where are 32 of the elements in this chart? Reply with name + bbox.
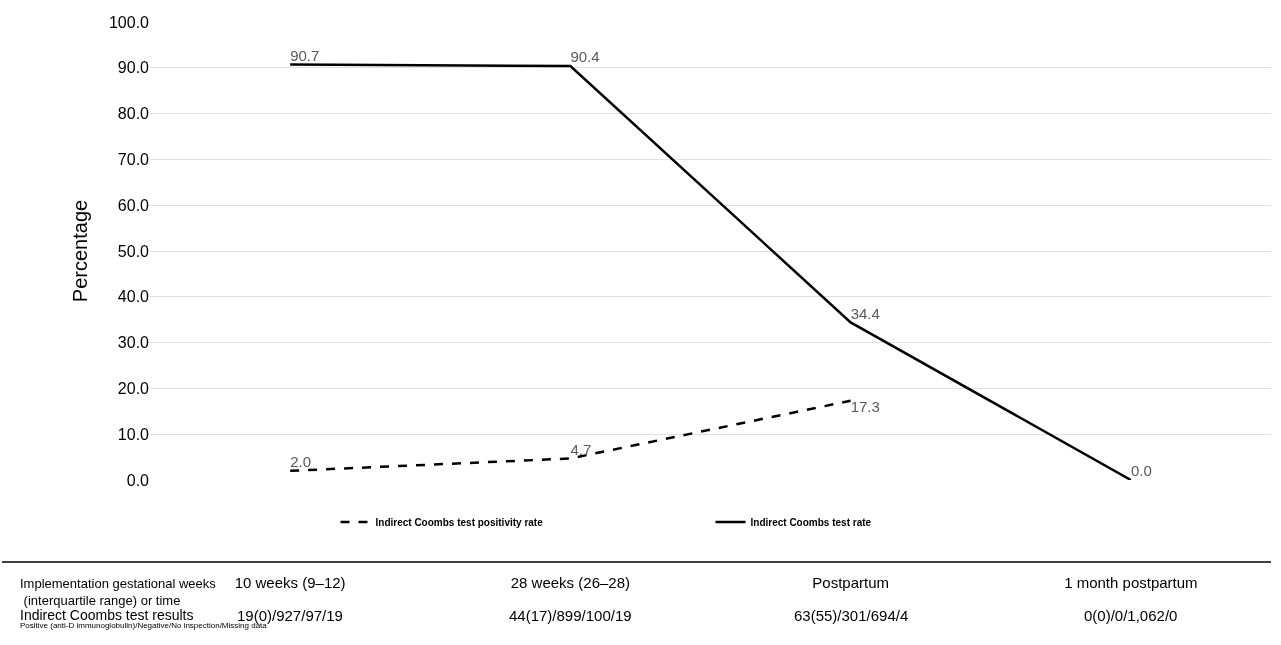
y-tick-label: 70.0 (117, 151, 150, 168)
line-series (288, 63, 1133, 480)
x-tick-label: 28 weeks (26–28) (510, 574, 631, 591)
x-tick-label: 1 month postpartum (1064, 574, 1198, 591)
text: Implementation gestational weeks (interquartile range) or time (20, 576, 217, 608)
data-label: 34.4 (850, 304, 880, 322)
data-label: 90.7 (290, 46, 320, 64)
data-label: 2.0 (290, 453, 311, 471)
legend-label: Indirect Coombs test rate (750, 516, 872, 528)
y-tick-label: 80.0 (117, 105, 150, 123)
y-tick-label: 50.0 (117, 242, 150, 260)
y-tick-label: 20.0 (117, 380, 150, 397)
data-label: 17.3 (850, 398, 880, 416)
data-label: 0.0 (1130, 462, 1152, 480)
text: 44(17)/899/100/19 (509, 607, 632, 624)
text: Indirect Coombs test results (20, 607, 194, 623)
text: 63(55)/301/694/4 (794, 607, 909, 624)
x-tick-label: Postpartum (812, 574, 889, 591)
data-label: 4.7 (570, 440, 592, 458)
y-tick-label: 0.0 (126, 471, 150, 489)
y-tick-label: 90.0 (117, 59, 150, 77)
text: 19(0)/927/97/19 (237, 607, 343, 624)
y-axis-title: Percentage (69, 199, 92, 303)
y-tick-label: 100.0 (108, 13, 150, 31)
text: 0(0)/0/1,062/0 (1084, 607, 1178, 624)
x-tick-label: 10 weeks (9–12) (234, 574, 346, 591)
y-tick-label: 40.0 (117, 288, 150, 306)
y-tick-label: 30.0 (117, 334, 150, 352)
y-tick-label: 60.0 (117, 196, 150, 214)
legend-label: Indirect Coombs test positivity rate (375, 516, 544, 528)
data-label: 90.4 (570, 48, 600, 66)
y-tick-label: 10.0 (117, 425, 150, 443)
